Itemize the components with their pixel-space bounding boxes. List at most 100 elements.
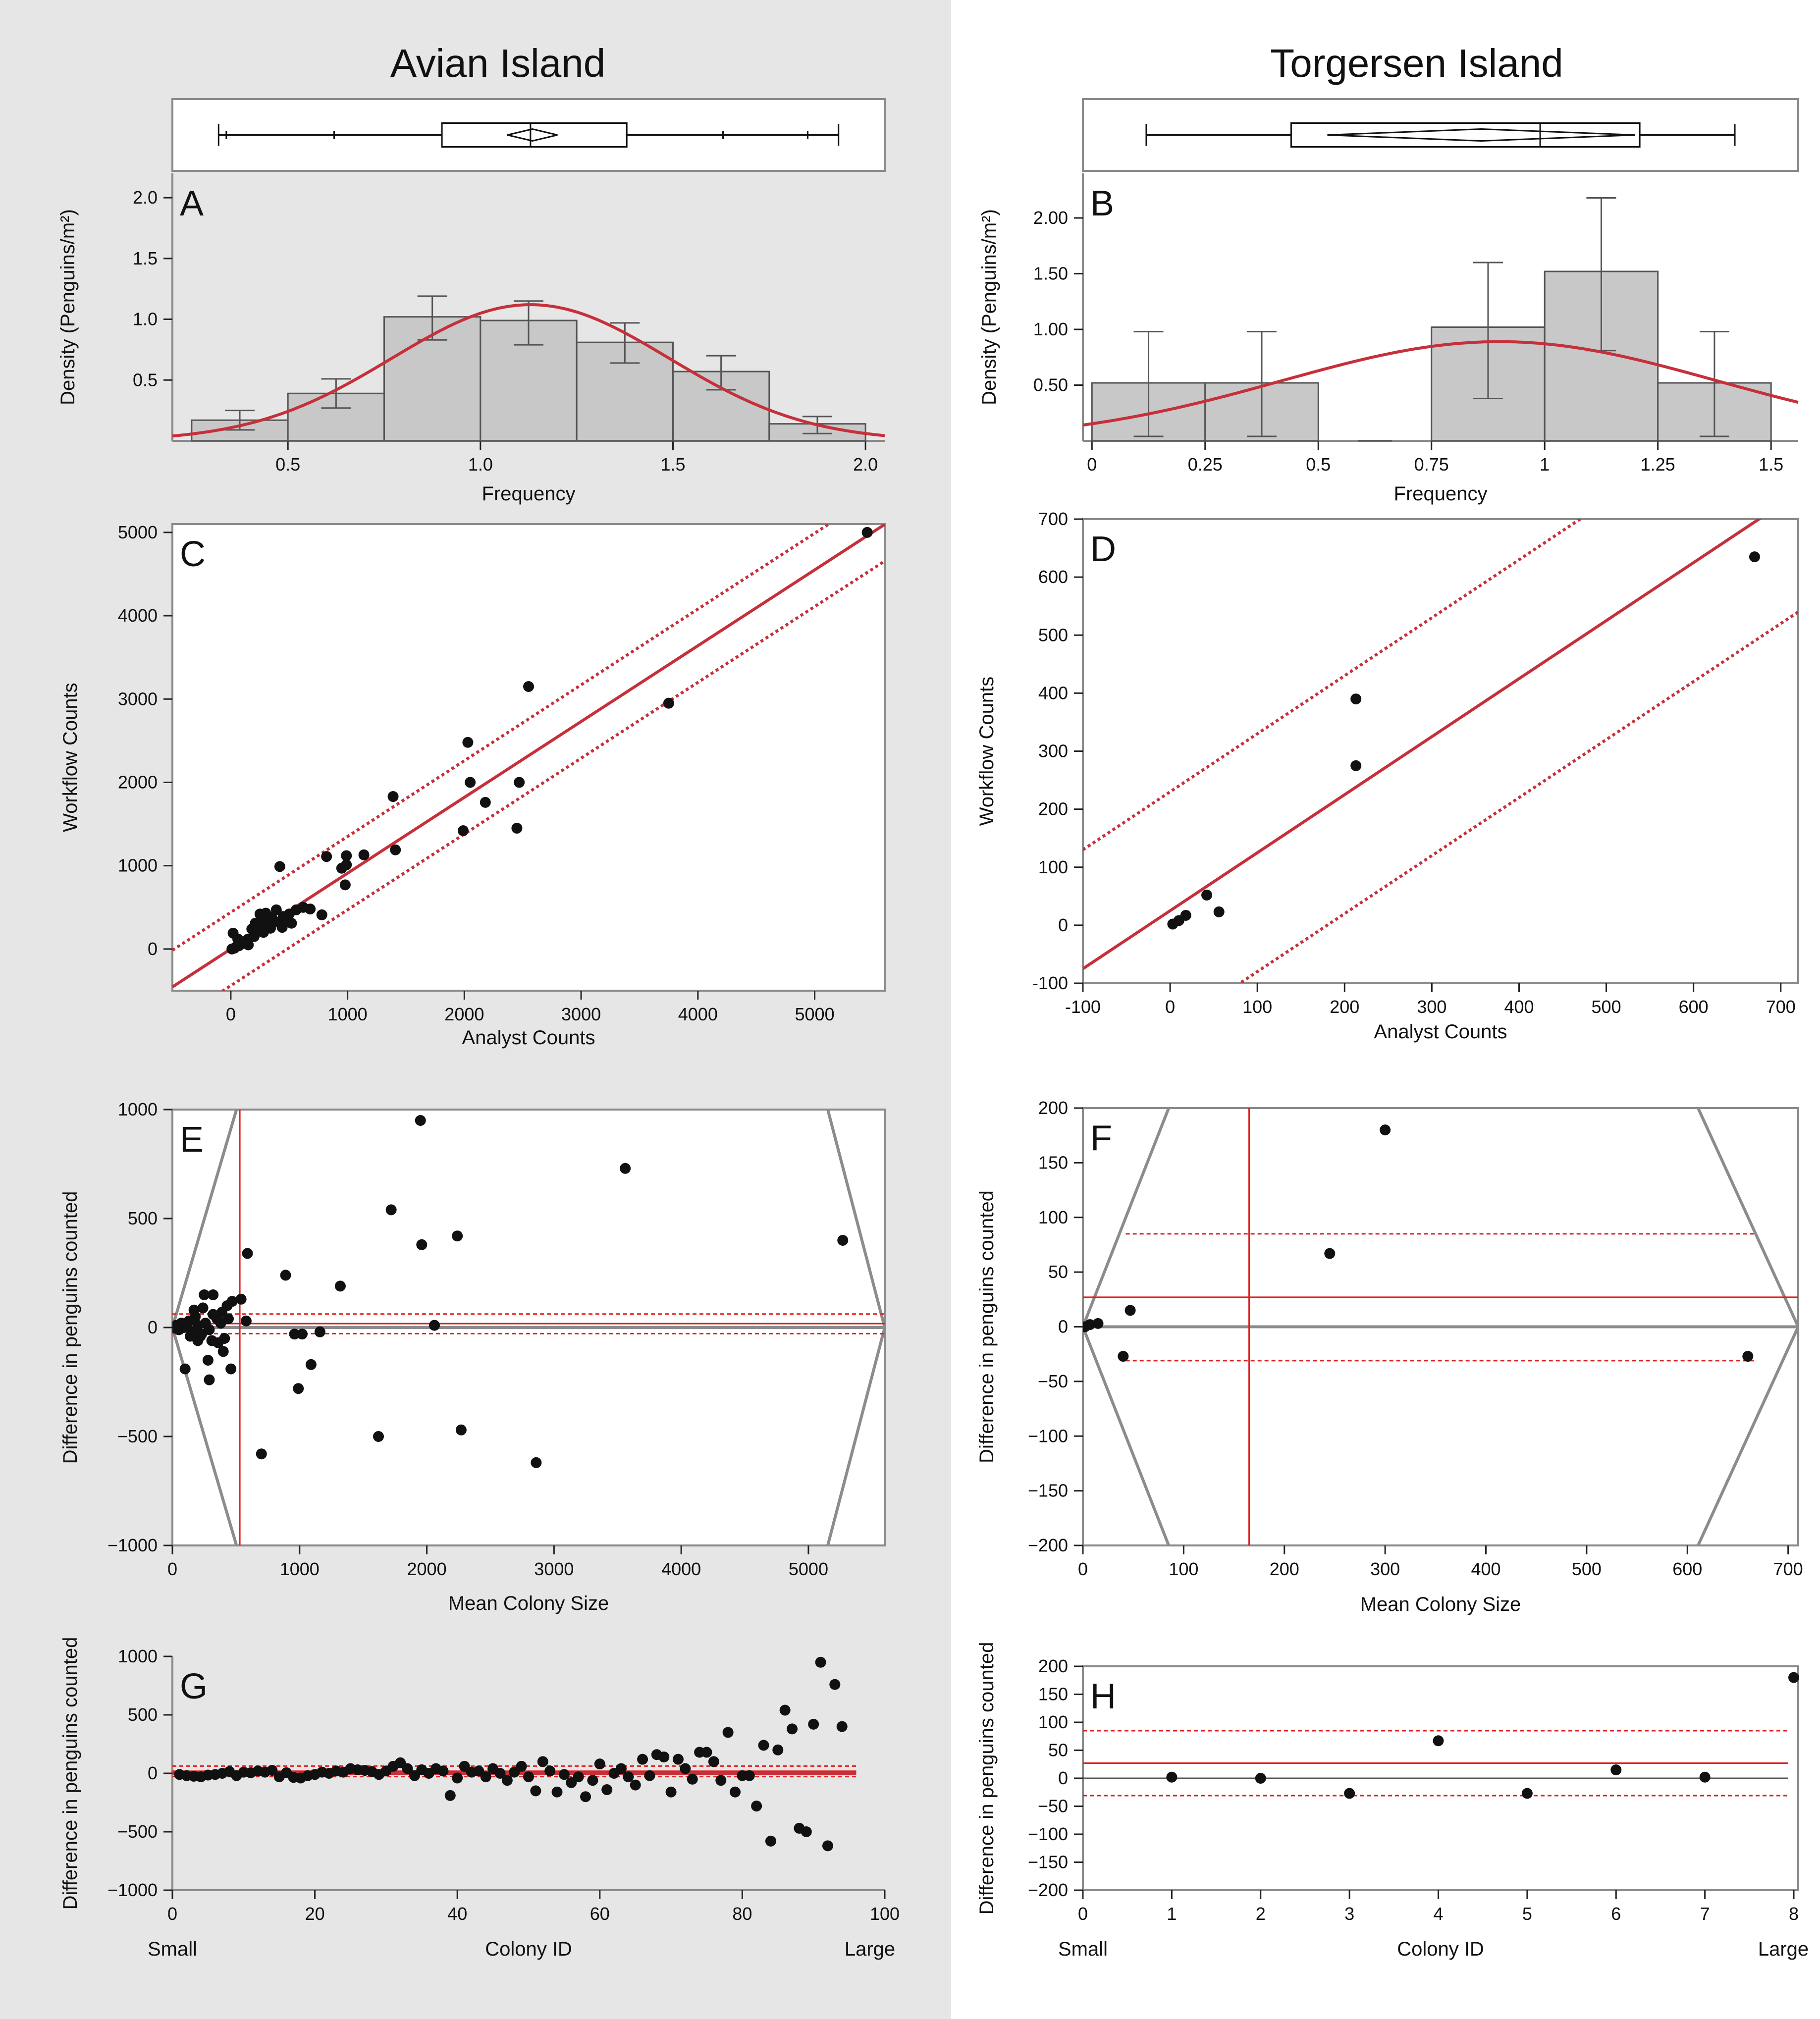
- panel-c-y-axis-label: Workflow Counts: [59, 683, 81, 832]
- panel-g-data-point: [437, 1765, 449, 1777]
- panel-g-letter: G: [180, 1667, 208, 1706]
- panel-h-small-label: Small: [1058, 1938, 1108, 1960]
- panel-f-y-tick-label: 150: [1038, 1152, 1068, 1172]
- panel-g-x-tick-label: 60: [590, 1904, 610, 1924]
- panel-d-data-point: [1213, 906, 1225, 917]
- panel-e-y-tick-label: 1000: [118, 1099, 158, 1119]
- panel-c-data-point: [523, 681, 534, 692]
- panel-d-y-tick-label: -100: [1032, 973, 1068, 993]
- panel-c-data-point: [387, 791, 399, 802]
- panel-c-data-point: [390, 844, 401, 855]
- panel-g-x-tick-label: 100: [870, 1904, 900, 1924]
- panel-h-large-label: Large: [1758, 1938, 1809, 1960]
- panel-e-right-upper-funnel: [826, 1110, 885, 1328]
- panel-d-x-tick-label: 0: [1165, 997, 1175, 1017]
- panel-e-data-point: [296, 1328, 308, 1340]
- panel-e-data-point: [293, 1383, 304, 1394]
- panel-h-y-tick-label: 150: [1038, 1684, 1068, 1704]
- panel-c-data-point: [254, 908, 266, 920]
- panel-g-data-point: [402, 1763, 413, 1774]
- panel-b-x-tick-label: 0.5: [1306, 454, 1331, 475]
- panel-g-data-point: [601, 1784, 613, 1796]
- panel-g-data-point: [715, 1775, 727, 1786]
- panel-g-data-point: [637, 1753, 648, 1765]
- panel-f-x-axis-label: Mean Colony Size: [1360, 1594, 1521, 1615]
- panel-e-data-point: [208, 1289, 219, 1300]
- panel-g-y-tick-label: 0: [148, 1763, 158, 1783]
- panel-e-data-point: [172, 1322, 179, 1333]
- panel-e-x-tick-label: 1000: [280, 1559, 320, 1579]
- panel-h-y-tick-label: −200: [1028, 1880, 1068, 1900]
- panel-e-left-lower-funnel: [172, 1327, 238, 1545]
- panel-c-data-point: [269, 916, 281, 927]
- panel-g-data-point: [665, 1786, 677, 1798]
- panel-d-x-tick-label: -100: [1065, 997, 1101, 1017]
- panel-g-data-point: [730, 1786, 741, 1798]
- panel-e-data-point: [531, 1457, 542, 1468]
- panel-c-data-point: [274, 861, 285, 872]
- panel-c-x-tick-label: 5000: [795, 1004, 835, 1024]
- panel-h-y-tick-label: 100: [1038, 1712, 1068, 1732]
- panel-g-y-tick-label: −1000: [107, 1880, 158, 1900]
- panel-h-y-tick-label: 50: [1048, 1740, 1068, 1760]
- panel-d-data-point: [1167, 918, 1178, 930]
- panel-a-x-tick-label: 1.5: [660, 454, 685, 475]
- panel-f-right-upper-funnel: [1697, 1108, 1798, 1328]
- panel-e-data-point: [225, 1363, 237, 1375]
- panel-h-x-tick-label: 3: [1344, 1904, 1354, 1924]
- panel-c-data-point: [286, 917, 297, 929]
- panel-g-data-point: [779, 1704, 791, 1716]
- panel-c-data-point: [341, 850, 352, 861]
- panel-f-y-tick-label: −150: [1028, 1481, 1068, 1501]
- panel-c-data-point: [321, 851, 332, 862]
- panel-c-data-point: [457, 825, 469, 837]
- panel-a-y-axis-label: Density (Penguins/m²): [57, 209, 79, 405]
- panel-g-data-point: [537, 1756, 548, 1767]
- panel-d-x-tick-label: 200: [1330, 997, 1359, 1017]
- panel-a-y-tick-label: 1.0: [133, 309, 158, 329]
- panel-a-boxplot-mean-diamond: [507, 128, 558, 142]
- panel-h-x-tick-label: 4: [1434, 1904, 1444, 1924]
- panel-e-y-axis-label: Difference in penguins counted: [59, 1191, 81, 1464]
- panel-d-plot-area: [1083, 519, 1798, 983]
- panel-e-x-tick-label: 3000: [534, 1559, 574, 1579]
- panel-d-x-tick-label: 500: [1592, 997, 1621, 1017]
- panel-e-data-point: [280, 1270, 291, 1281]
- panel-e-data-point: [385, 1204, 397, 1216]
- panel-f-left-upper-funnel: [1083, 1108, 1171, 1328]
- panel-e-letter: E: [180, 1120, 204, 1160]
- panel-g-x-tick-label: 0: [167, 1904, 177, 1924]
- panel-g-data-point: [516, 1760, 527, 1772]
- panel-a-y-tick-label: 0.5: [133, 370, 158, 390]
- panel-b-x-tick-label: 0.75: [1414, 454, 1449, 475]
- panel-b-x-tick-label: 0.25: [1188, 454, 1223, 475]
- panel-g-data-point: [751, 1801, 762, 1812]
- panel-g-x-tick-label: 80: [732, 1904, 752, 1924]
- panel-e-data-point: [415, 1115, 426, 1126]
- panel-d-data-point: [1350, 760, 1362, 771]
- panel-e-plot-area: [172, 1110, 885, 1545]
- panel-c-lower-prediction-band: [220, 560, 885, 991]
- panel-h-y-axis-label: Difference in penguins counted: [976, 1642, 998, 1915]
- panel-h-x-tick-label: 7: [1700, 1904, 1710, 1924]
- panel-f-x-tick-label: 0: [1078, 1559, 1088, 1579]
- panel-e-data-point: [289, 1328, 300, 1340]
- panel-g-data-point: [701, 1747, 712, 1758]
- panel-d-y-tick-label: 500: [1038, 625, 1068, 645]
- panel-g-y-tick-label: −500: [117, 1821, 158, 1842]
- panel-d-x-axis-label: Analyst Counts: [1374, 1021, 1507, 1043]
- panel-h-x-tick-label: 5: [1522, 1904, 1532, 1924]
- panel-h-y-tick-label: −150: [1028, 1852, 1068, 1872]
- panel-h-x-tick-label: 8: [1789, 1904, 1799, 1924]
- panel-f-y-tick-label: −50: [1038, 1371, 1068, 1391]
- panel-f-x-tick-label: 700: [1773, 1559, 1803, 1579]
- panel-c-data-point: [232, 933, 244, 945]
- panel-g-data-point: [744, 1770, 755, 1781]
- panel-g-data-point: [758, 1740, 769, 1751]
- panel-h-data-point: [1788, 1672, 1800, 1683]
- panel-b-y-tick-label: 0.50: [1033, 375, 1068, 395]
- panel-g-data-point: [765, 1835, 776, 1847]
- panel-g-y-tick-label: 1000: [118, 1646, 158, 1666]
- panel-e-data-point: [204, 1374, 215, 1385]
- panel-b-y-axis-label: Density (Penguins/m²): [978, 209, 1000, 405]
